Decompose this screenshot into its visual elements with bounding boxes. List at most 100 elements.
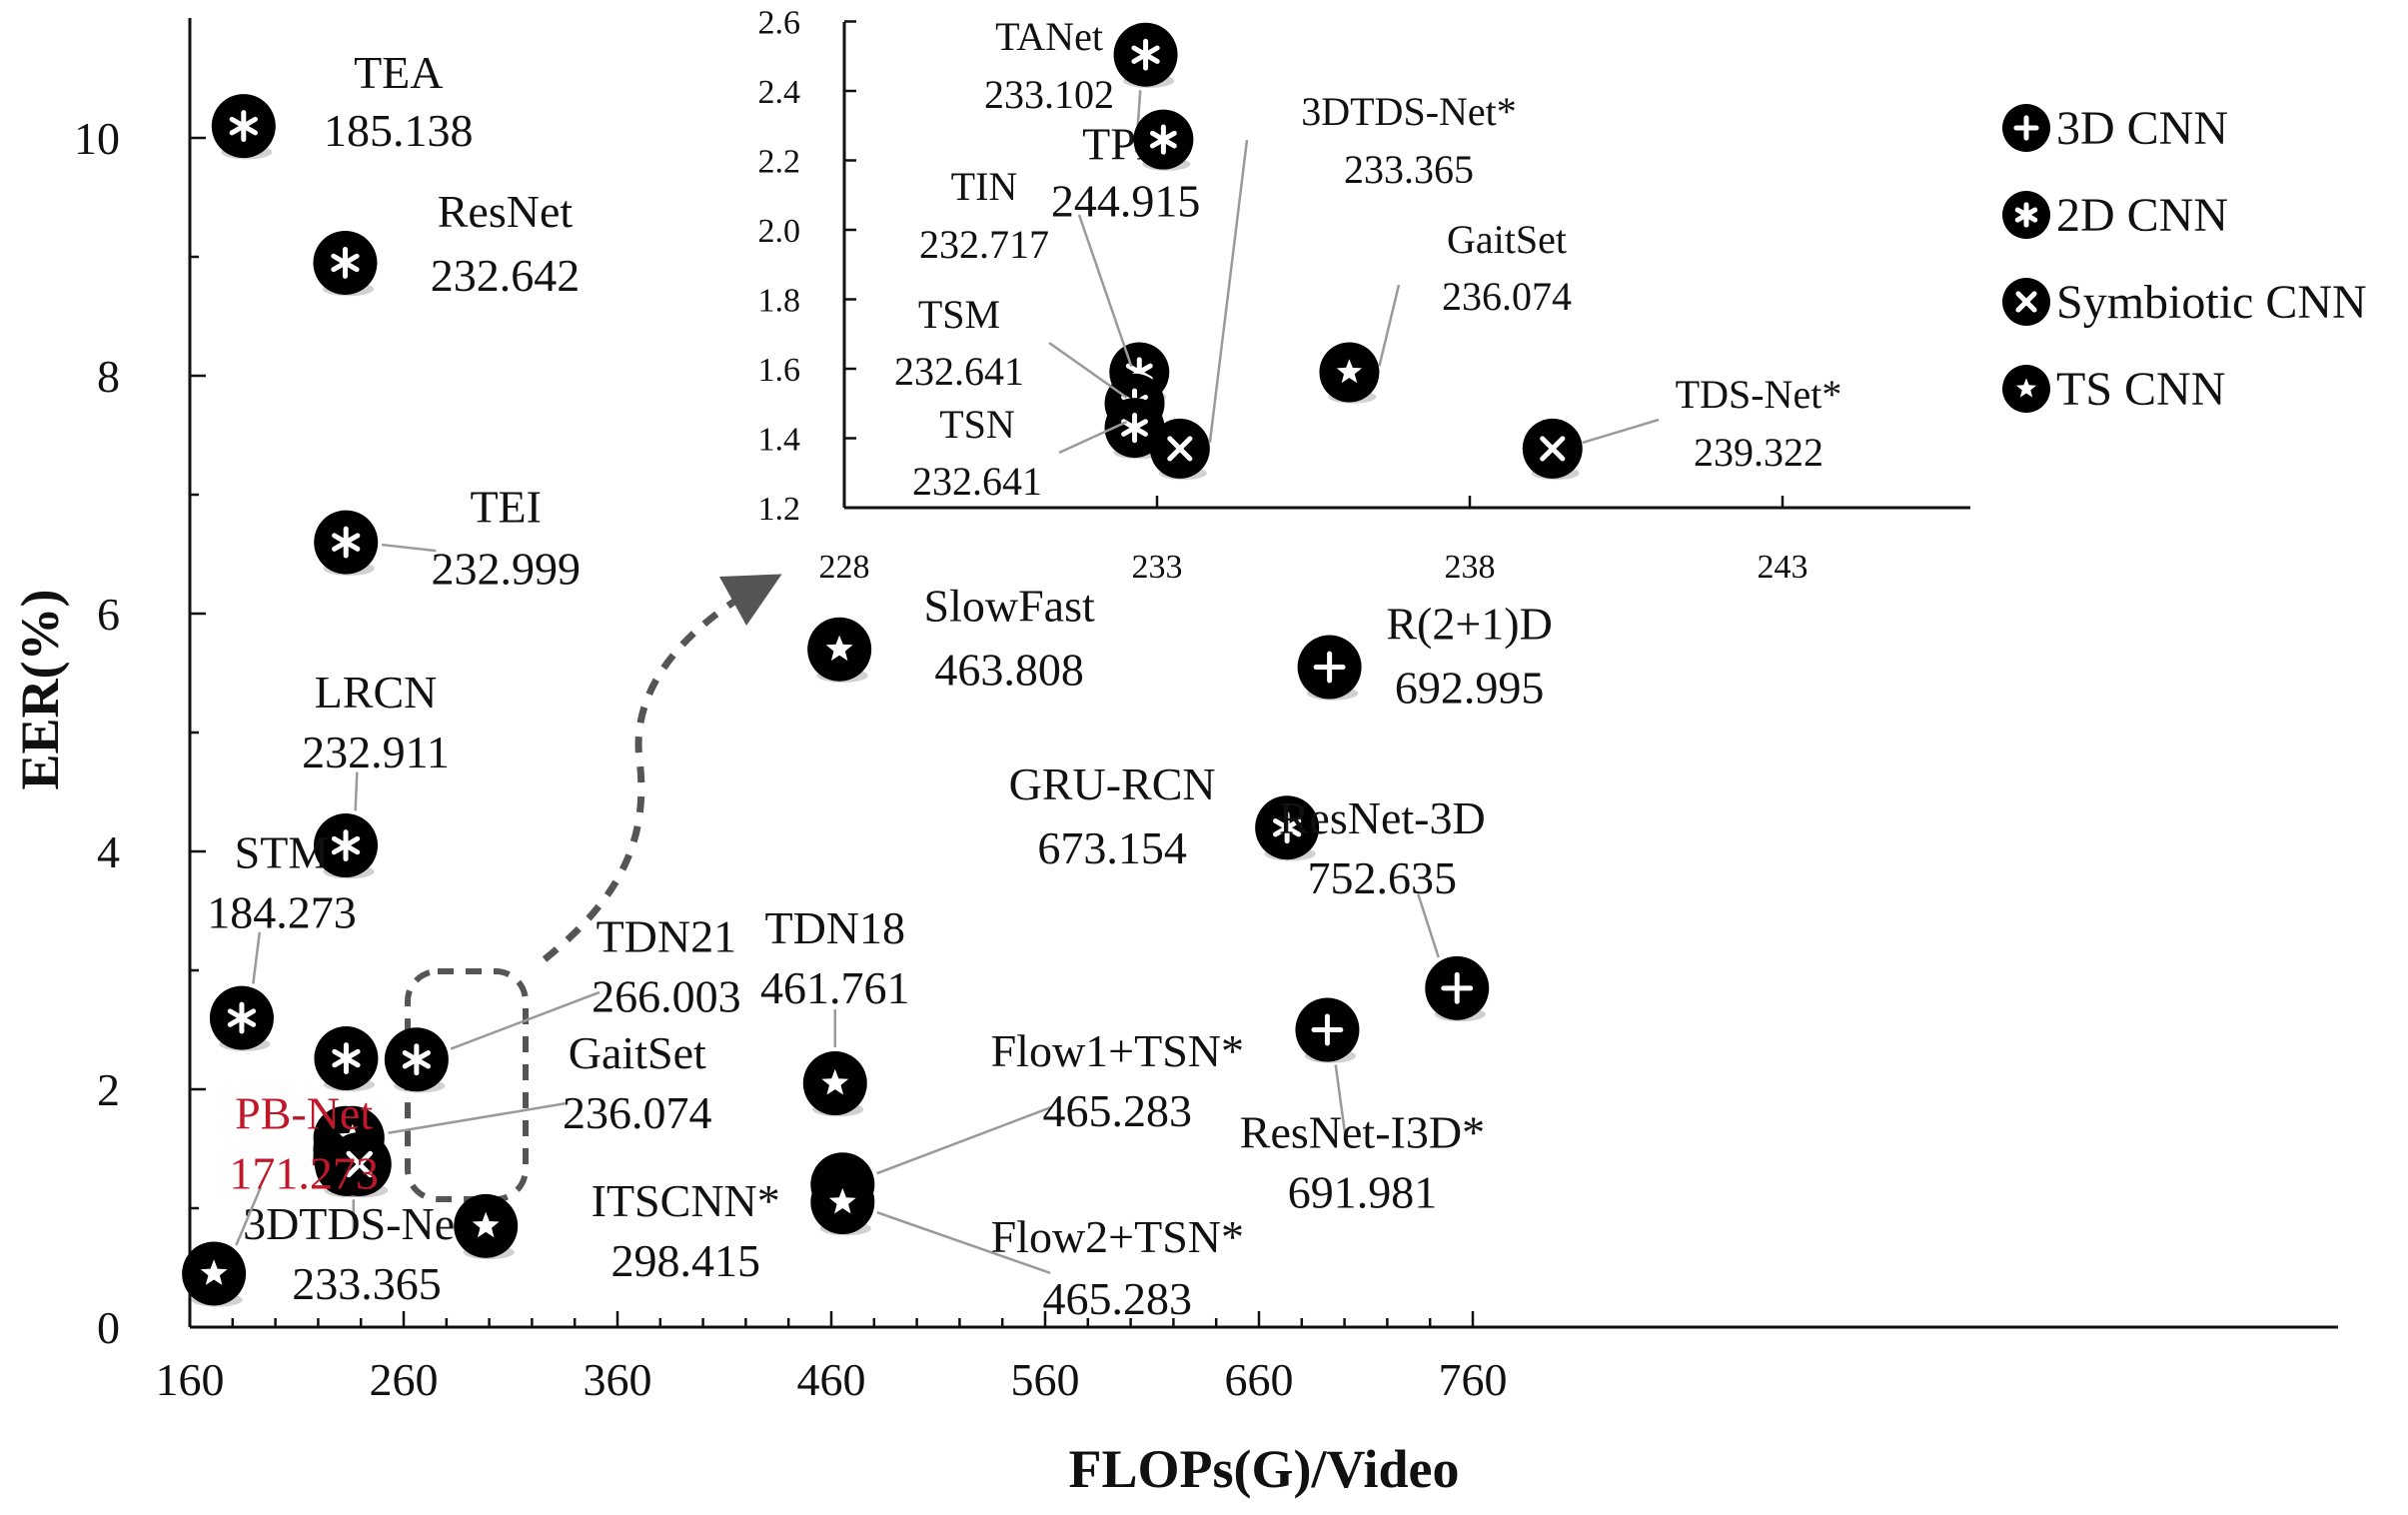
leader-line	[382, 545, 436, 551]
data-point-gru-rcn: GRU-RCN 673.154	[1009, 758, 1320, 873]
x-tick-label: 360	[584, 1354, 652, 1405]
point-value-label: 691.981	[1288, 1167, 1438, 1218]
data-point-resnet-i3d: ResNet-I3D* 691.981	[1240, 998, 1485, 1218]
point-value-label: 298.415	[610, 1235, 760, 1286]
point-value-label: 232.911	[302, 727, 450, 777]
legend-label: TS CNN	[2056, 363, 2225, 416]
inset-point-value-label: 239.322	[1694, 430, 1823, 475]
point-name-label: STM	[235, 827, 330, 878]
point-name-label: PB-Net	[235, 1087, 373, 1138]
y-tick-label: 2	[97, 1064, 120, 1115]
data-point-itscnn: ITSCNN* 298.415	[454, 1175, 780, 1286]
inset-point-value-label: 232.641	[912, 459, 1042, 504]
inset-leader-line	[1379, 285, 1399, 366]
point-name-label: SlowFast	[924, 581, 1095, 632]
point-value-label: 673.154	[1037, 822, 1187, 873]
inset-point-value-label: 233.365	[1344, 147, 1474, 192]
x-axis-title: FLOPs(G)/Video	[1069, 1439, 1460, 1499]
point-value-label: 244.915	[1051, 176, 1201, 227]
point-name-label: TDN18	[764, 902, 905, 953]
inset-point-name-label: TDS-Net*	[1676, 372, 1842, 417]
point-name-label: TDN21	[597, 910, 737, 961]
y-axis-title: EER(%)	[10, 590, 70, 790]
point-name-label: ResNet-3D	[1279, 792, 1486, 843]
leader-line	[1418, 894, 1438, 957]
point-value-label: 184.273	[207, 887, 357, 938]
inset-y-tick-label: 2.2	[758, 144, 801, 181]
inset-point-name-label: GaitSet	[1447, 217, 1567, 262]
inset-y-tick-label: 2.0	[758, 213, 801, 250]
inset-x-tick-label: 238	[1445, 549, 1496, 586]
x-tick-label: 660	[1225, 1354, 1294, 1405]
point-name-label: LRCN	[315, 667, 438, 718]
legend-label: 2D CNN	[2056, 189, 2228, 242]
leader-line	[253, 932, 259, 984]
inset-x-tick-label: 233	[1132, 549, 1183, 586]
inset-x-tick-label: 228	[819, 549, 870, 586]
point-value-label: 266.003	[592, 970, 741, 1021]
data-point-flow1-tsn: Flow1+TSN*465.283	[810, 1025, 1244, 1217]
inset-point-name-label: TANet	[995, 14, 1103, 59]
legend-item-2d-cnn: 2D CNN	[2002, 189, 2228, 242]
inset-point-tds-net: TDS-Net* 239.322	[1523, 372, 1842, 480]
point-name-label: GRU-RCN	[1009, 758, 1216, 809]
inset-y-tick-label: 1.4	[758, 422, 801, 459]
inset-y-tick-label: 1.8	[758, 283, 801, 320]
y-tick-label: 10	[74, 113, 120, 164]
point-name-label: TEA	[354, 47, 443, 98]
point-name-label: GaitSet	[569, 1027, 706, 1078]
point-value-label: 465.283	[1043, 1273, 1193, 1324]
point-name-label: ResNet-I3D*	[1240, 1107, 1485, 1158]
legend-label: 3D CNN	[2056, 102, 2228, 155]
data-point-tdn18: TDN18 461.761	[760, 902, 910, 1116]
point-value-label: 232.642	[431, 250, 581, 301]
zoom-arrow	[545, 588, 757, 959]
data-point-resnet-3d: ResNet-3D 752.635	[1279, 792, 1489, 1021]
point-value-label: 461.761	[760, 962, 910, 1013]
legend-label: Symbiotic CNN	[2056, 276, 2367, 329]
inset-point-name-label: TIN	[951, 164, 1018, 209]
legend-item-symbiotic-cnn: Symbiotic CNN	[2002, 276, 2367, 329]
point-name-label: 3DTDS-Net*	[243, 1198, 491, 1249]
leader-line	[356, 772, 358, 811]
inset-x-tick-label: 243	[1758, 549, 1808, 586]
point-name-label: ResNet	[438, 186, 574, 237]
x-tick-label: 560	[1011, 1354, 1080, 1405]
inset-point-value-label: 236.074	[1442, 274, 1572, 319]
point-value-label: 752.635	[1307, 852, 1457, 903]
point-name-label: Flow2+TSN*	[991, 1211, 1244, 1262]
inset-y-tick-label: 1.2	[758, 491, 801, 528]
inset-leader-line	[1210, 140, 1247, 443]
inset-leader-line	[1583, 420, 1659, 443]
y-tick-label: 0	[97, 1302, 120, 1353]
x-tick-label: 760	[1439, 1354, 1508, 1405]
point-name-label: ITSCNN*	[592, 1175, 780, 1226]
data-point-slowfast: SlowFast 463.808	[807, 581, 1095, 696]
point-value-label: 236.074	[563, 1087, 712, 1138]
legend-item-3d-cnn: 3D CNN	[2002, 102, 2228, 155]
leader-line	[388, 1103, 568, 1133]
data-point-tanet	[314, 1026, 378, 1091]
y-tick-label: 6	[97, 589, 120, 640]
point-value-label: 463.808	[934, 645, 1084, 696]
legend-item-ts-cnn: TS CNN	[2002, 363, 2225, 416]
point-value-label: 692.995	[1395, 663, 1545, 714]
data-point-r-2-1-d: R(2+1)D 692.995	[1298, 599, 1553, 714]
point-name-label: R(2+1)D	[1386, 599, 1552, 650]
inset-point-name-label: 3DTDS-Net*	[1301, 89, 1517, 134]
y-tick-label: 4	[97, 826, 120, 877]
inset-point-name-label: TSM	[918, 292, 1000, 337]
inset-point-value-label: 232.641	[894, 349, 1024, 394]
inset-y-tick-label: 1.6	[758, 352, 801, 389]
point-value-label: 232.999	[431, 544, 581, 595]
legend: 3D CNN 2D CNN Symbiotic CNN TS CNN	[2002, 102, 2367, 416]
y-tick-label: 8	[97, 351, 120, 402]
x-tick-label: 160	[156, 1354, 225, 1405]
